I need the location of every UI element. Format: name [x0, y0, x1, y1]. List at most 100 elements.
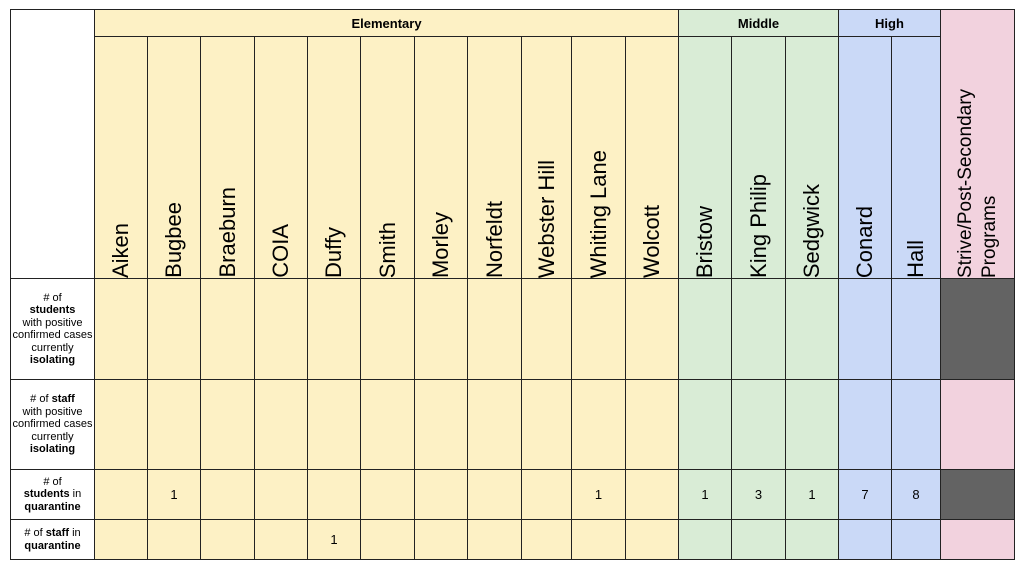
table-cell [95, 380, 148, 470]
school-name: Hall [903, 240, 928, 278]
table-cell [786, 380, 839, 470]
table-cell: 1 [148, 470, 201, 520]
table-cell [415, 470, 468, 520]
school-name: COIA [268, 224, 293, 278]
table-cell [255, 279, 308, 380]
school-name: Smith [374, 221, 400, 278]
table-cell: 1 [308, 520, 361, 560]
table-cell [572, 520, 626, 560]
table-cell [468, 279, 522, 380]
school-header-bugbee: Bugbee [148, 37, 201, 279]
row-label-students-isolating: # of students with positive confirmed case… [10, 279, 95, 380]
table-cell [415, 380, 468, 470]
table-cell [255, 520, 308, 560]
school-name: Whiting Lane [585, 149, 611, 278]
group-label-middle: Middle [737, 15, 780, 31]
school-header-braeburn: Braeburn [201, 37, 255, 279]
table-cell [468, 520, 522, 560]
table-cell: 1 [679, 470, 732, 520]
table-cell [892, 380, 941, 470]
school-header-morley: Morley [415, 37, 468, 279]
row-label-staff-quarantine: # of staff in quarantine [10, 520, 95, 560]
table-cell [361, 470, 415, 520]
table-cell [679, 279, 732, 380]
table-cell [572, 380, 626, 470]
corner-cell [10, 9, 95, 279]
school-header-hall: Hall [892, 37, 941, 279]
table-cell [839, 520, 892, 560]
table-cell [839, 380, 892, 470]
table-cell [148, 520, 201, 560]
table-cell [786, 279, 839, 380]
table-cell [95, 279, 148, 380]
table-cell [201, 470, 255, 520]
school-name: Duffy [321, 227, 346, 278]
school-name: Conard [852, 205, 877, 278]
table-cell [732, 279, 786, 380]
table-cell [308, 380, 361, 470]
school-header-aiken: Aiken [95, 37, 148, 279]
table-cell [679, 520, 732, 560]
table-cell [415, 279, 468, 380]
table-cell [522, 470, 572, 520]
table-cell [626, 380, 679, 470]
table-cell [361, 279, 415, 380]
school-header-smith: Smith [361, 37, 415, 279]
table-cell: 7 [839, 470, 892, 520]
table-cell [522, 279, 572, 380]
school-name: King Philip [745, 174, 771, 278]
school-name: Norfeldt [481, 200, 507, 278]
school-name: Bugbee [161, 202, 186, 278]
table-cell [95, 470, 148, 520]
group-header-elementary: Elementary [95, 9, 679, 37]
school-name: Bristow [692, 205, 717, 278]
school-name: Wolcott [639, 205, 664, 278]
table-cell [522, 380, 572, 470]
table-cell [201, 279, 255, 380]
table-cell [679, 380, 732, 470]
table-cell [626, 279, 679, 380]
school-name: Sedgwick [799, 183, 824, 278]
school-header-strive-programs: Strive/Post-Secondary Programs [941, 9, 1015, 279]
school-header-wolcott: Wolcott [626, 37, 679, 279]
table-cell [572, 279, 626, 380]
table-cell [308, 279, 361, 380]
table-cell: 1 [572, 470, 626, 520]
group-label-high: High [875, 15, 904, 31]
school-header-conard: Conard [839, 37, 892, 279]
school-name: Strive/Post-Secondary Programs [954, 88, 1000, 278]
school-header-king-philip: King Philip [732, 37, 786, 279]
table-cell [626, 520, 679, 560]
table-cell [468, 470, 522, 520]
table-cell [148, 380, 201, 470]
table-cell [361, 520, 415, 560]
table-cell: 8 [892, 470, 941, 520]
table-cell [892, 520, 941, 560]
table-cell [892, 279, 941, 380]
group-header-high: High [839, 9, 941, 37]
school-header-coia: COIA [255, 37, 308, 279]
table-cell: 3 [732, 470, 786, 520]
table-cell [255, 380, 308, 470]
row-label-staff-isolating: # of staff with positive confirmed cases … [10, 380, 95, 470]
table-cell [786, 520, 839, 560]
school-header-norfeldt: Norfeldt [468, 37, 522, 279]
school-name: Morley [428, 211, 453, 278]
group-label-elementary: Elementary [351, 15, 422, 31]
table-cell [201, 520, 255, 560]
table-cell [201, 380, 255, 470]
school-header-bristow: Bristow [679, 37, 732, 279]
table-cell [468, 380, 522, 470]
table-cell [732, 380, 786, 470]
table-cell [732, 520, 786, 560]
school-header-webster-hill: Webster Hill [522, 37, 572, 279]
table-cell [626, 470, 679, 520]
school-header-duffy: Duffy [308, 37, 361, 279]
row-label-students-quarantine: # of students in quarantine [10, 470, 95, 520]
table-cell [941, 520, 1015, 560]
table-cell [308, 470, 361, 520]
table-cell [839, 279, 892, 380]
school-name: Webster Hill [533, 159, 559, 278]
school-header-sedgwick: Sedgwick [786, 37, 839, 279]
